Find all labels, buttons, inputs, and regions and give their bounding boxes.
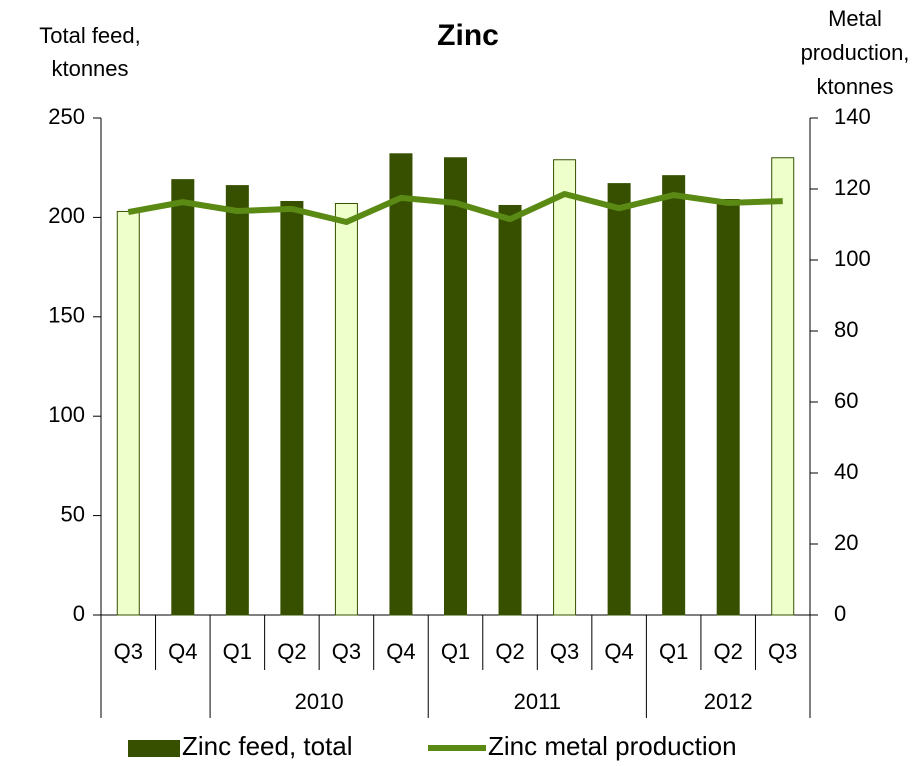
y-axis-title: Total feed,	[39, 23, 141, 48]
bar	[498, 204, 522, 616]
y-tick-label: 100	[48, 402, 85, 427]
legend-label: Zinc feed, total	[182, 731, 353, 761]
group-label: 2012	[704, 689, 753, 714]
y-tick-label: 0	[73, 601, 85, 626]
legend-label: Zinc metal production	[488, 731, 737, 761]
bar	[553, 159, 577, 616]
group-label: 2010	[295, 689, 344, 714]
bar	[171, 179, 195, 616]
x-tick-label: Q1	[441, 639, 470, 664]
bar	[716, 199, 740, 616]
y-tick-label: 200	[48, 203, 85, 228]
y-tick-label: 250	[48, 104, 85, 129]
bar	[116, 210, 140, 616]
y-tick-label: 50	[61, 501, 85, 526]
chart-title: Zinc	[437, 19, 499, 52]
bar	[334, 202, 358, 616]
y2-axis-title: ktonnes	[816, 74, 893, 99]
bar	[225, 185, 249, 616]
bar	[444, 157, 467, 616]
x-tick-label: Q3	[114, 639, 143, 664]
line	[127, 190, 783, 226]
bar	[771, 157, 795, 616]
y2-tick-label: 100	[834, 246, 871, 271]
x-tick-label: Q2	[277, 639, 306, 664]
legend-swatch	[128, 740, 180, 757]
y2-axis-title: Metal	[828, 6, 882, 31]
x-tick-label: Q4	[604, 639, 633, 664]
x-tick-label: Q3	[768, 639, 797, 664]
x-tick-label: Q3	[550, 639, 579, 664]
group-label: 2011	[514, 689, 561, 714]
y2-tick-label: 40	[834, 459, 858, 484]
x-tick-label: Q1	[223, 639, 252, 664]
x-tick-label: Q4	[168, 639, 197, 664]
y-tick-label: 150	[48, 303, 85, 328]
bar	[280, 200, 304, 616]
x-tick-label: Q4	[386, 639, 415, 664]
y-axis-title: ktonnes	[51, 56, 128, 81]
x-tick-label: Q2	[495, 639, 524, 664]
y2-tick-label: 80	[834, 317, 858, 342]
bar	[389, 153, 413, 616]
x-tick-label: Q2	[714, 639, 743, 664]
y2-tick-label: 0	[834, 601, 846, 626]
y2-tick-label: 20	[834, 530, 858, 555]
y2-tick-label: 140	[834, 104, 871, 129]
x-tick-label: Q3	[332, 639, 361, 664]
y2-axis-title: production,	[801, 40, 910, 65]
bar	[662, 175, 686, 616]
x-tick-label: Q1	[659, 639, 688, 664]
y2-tick-label: 120	[834, 175, 871, 200]
bar	[607, 183, 631, 616]
y2-tick-label: 60	[834, 388, 858, 413]
